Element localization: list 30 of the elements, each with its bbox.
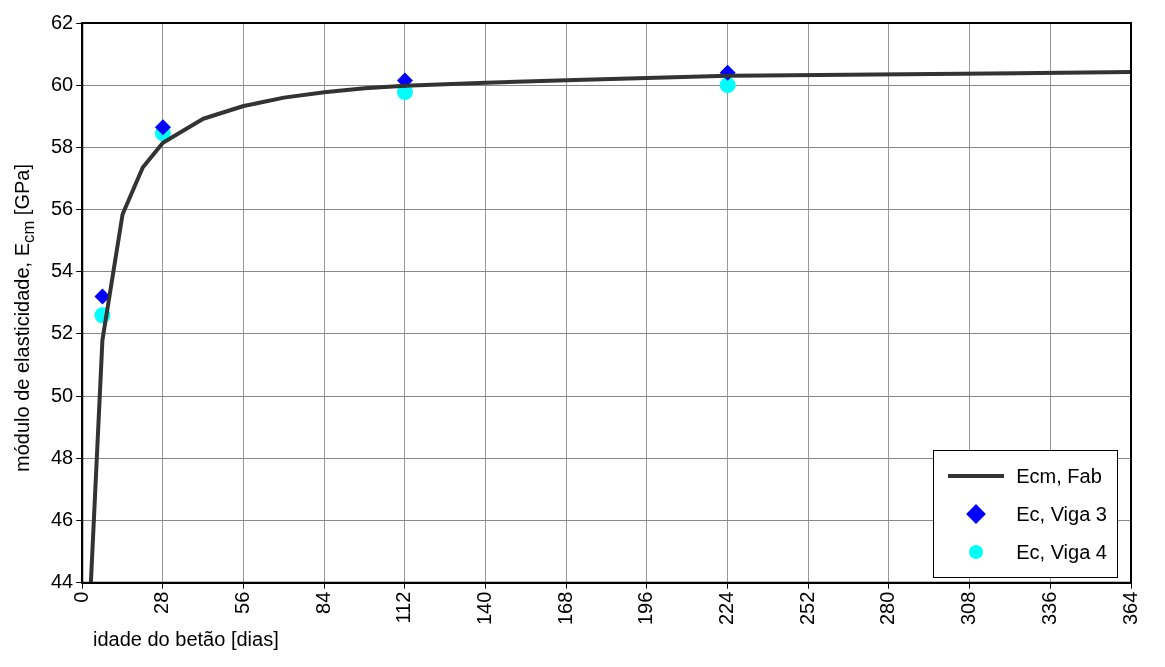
point [719,77,736,94]
x-tick-label: 336 [1037,591,1060,626]
x-tick-label: 364 [1118,591,1141,626]
x-tick-label: 56 [231,591,254,614]
y-tick-label: 60 [51,72,74,95]
x-tick-label: 112 [392,591,415,624]
x-tick-label: 140 [473,591,496,626]
x-tick-label: 28 [150,591,173,614]
legend-label: Ecm, Fab [1016,464,1102,488]
y-tick-label: 54 [51,259,74,282]
x-tick-label: 280 [876,591,899,626]
legend-label: Ec, Viga 3 [1016,502,1107,526]
x-tick-label: 308 [957,591,980,626]
x-tick-label: 196 [634,591,657,626]
x-tick-label: 84 [311,591,334,614]
y-tick-label: 48 [51,445,74,468]
x-axis-title: idade do betão [dias] [93,628,280,651]
x-tick-label: 168 [553,591,576,626]
x-tick-label: 0 [69,591,92,603]
y-tick-label: 56 [51,197,74,220]
legend-label: Ec, Viga 4 [1016,540,1107,564]
y-tick-label: 52 [51,321,74,344]
y-tick-label: 58 [51,134,74,157]
y-tick-label: 50 [51,383,74,406]
x-tick-label: 224 [715,591,738,626]
y-tick-label: 46 [51,507,74,530]
point [154,119,171,136]
x-tick-label: 252 [795,591,818,626]
y-tick-label: 62 [51,10,74,33]
y-tick-label: 44 [51,570,74,593]
